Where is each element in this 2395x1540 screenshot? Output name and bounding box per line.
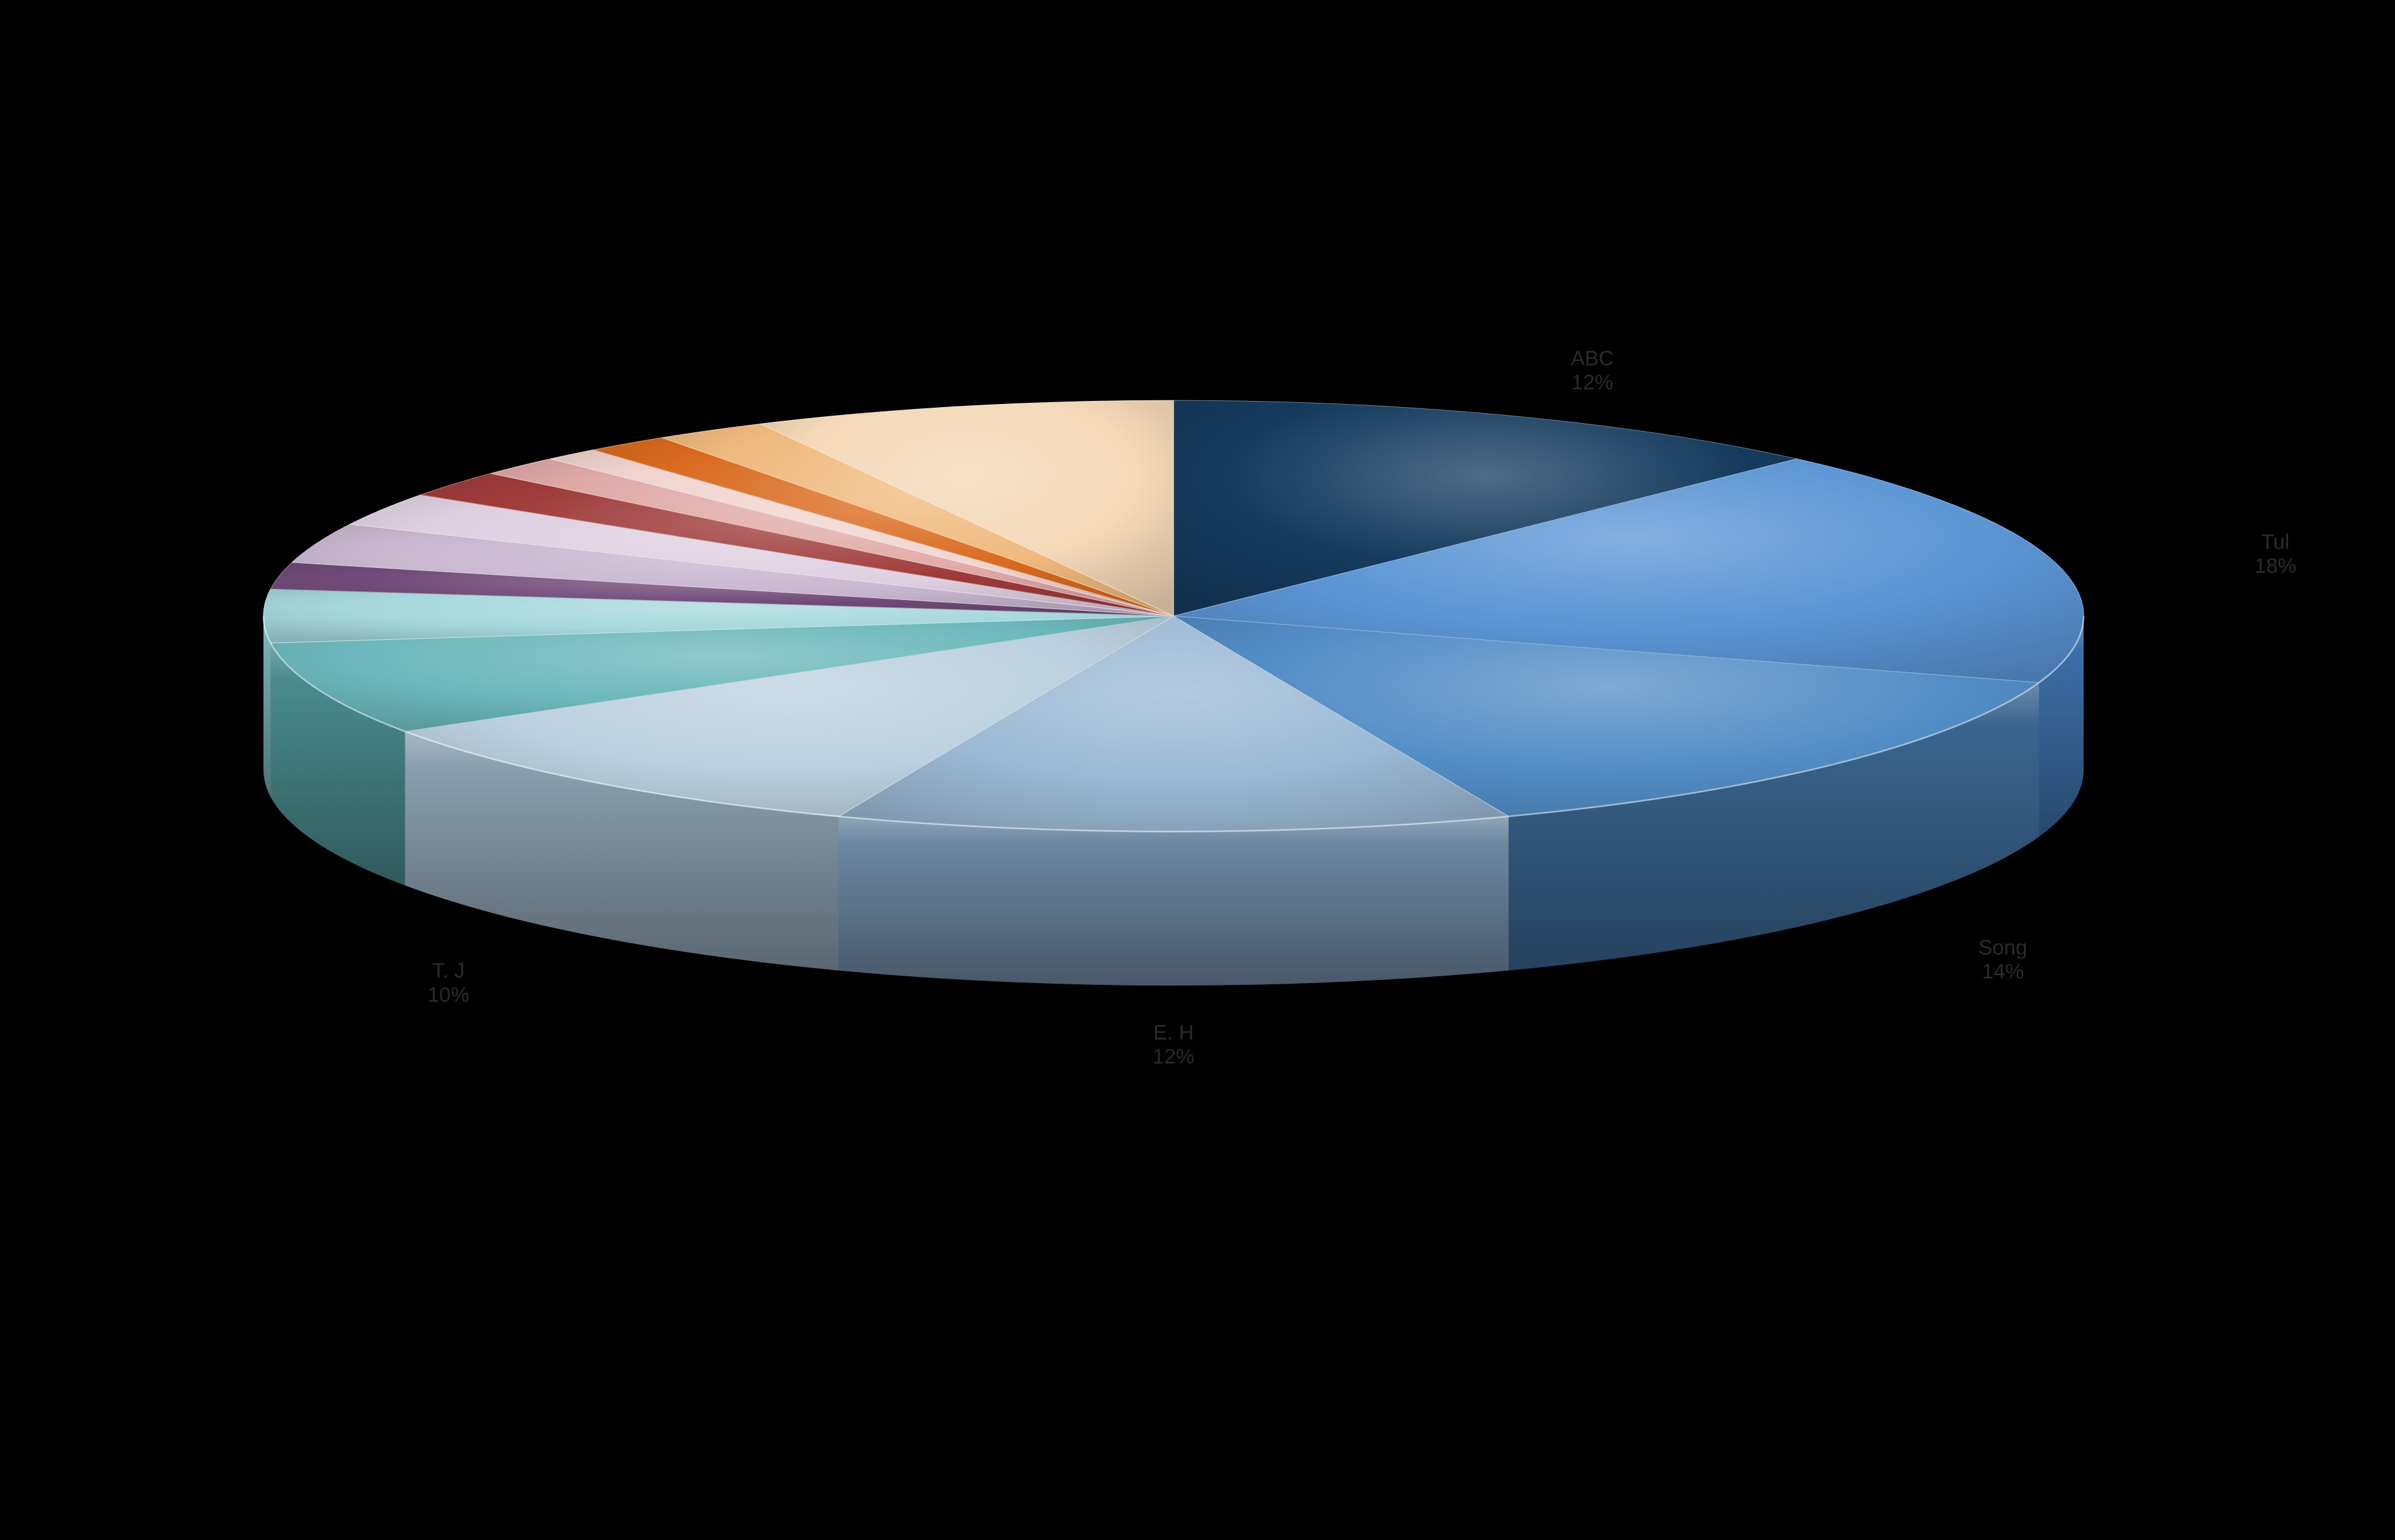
slice-label-name: E. H <box>1153 1021 1194 1044</box>
pie-chart-3d: ABC12%Tul18%Song14%E. H12%T. J10% <box>0 0 2395 1540</box>
slice-label-name: Song <box>1979 936 2027 959</box>
slice-label-value: 18% <box>2254 554 2296 578</box>
pie-slice-rim-face <box>838 817 1508 986</box>
slice-label-name: ABC <box>1571 347 1614 370</box>
pie-slice-rim-face <box>263 616 271 797</box>
slice-label-value: 12% <box>1153 1045 1194 1068</box>
slice-label-value: 12% <box>1571 371 1613 394</box>
pie-svg: ABC12%Tul18%Song14%E. H12%T. J10% <box>0 0 2395 1540</box>
slice-label-name: T. J <box>432 959 465 982</box>
slice-label-value: 10% <box>427 983 469 1006</box>
slice-label-value: 14% <box>1982 960 2023 984</box>
slice-label-name: Tul <box>2261 531 2289 554</box>
pie-top-faces <box>263 400 2084 831</box>
